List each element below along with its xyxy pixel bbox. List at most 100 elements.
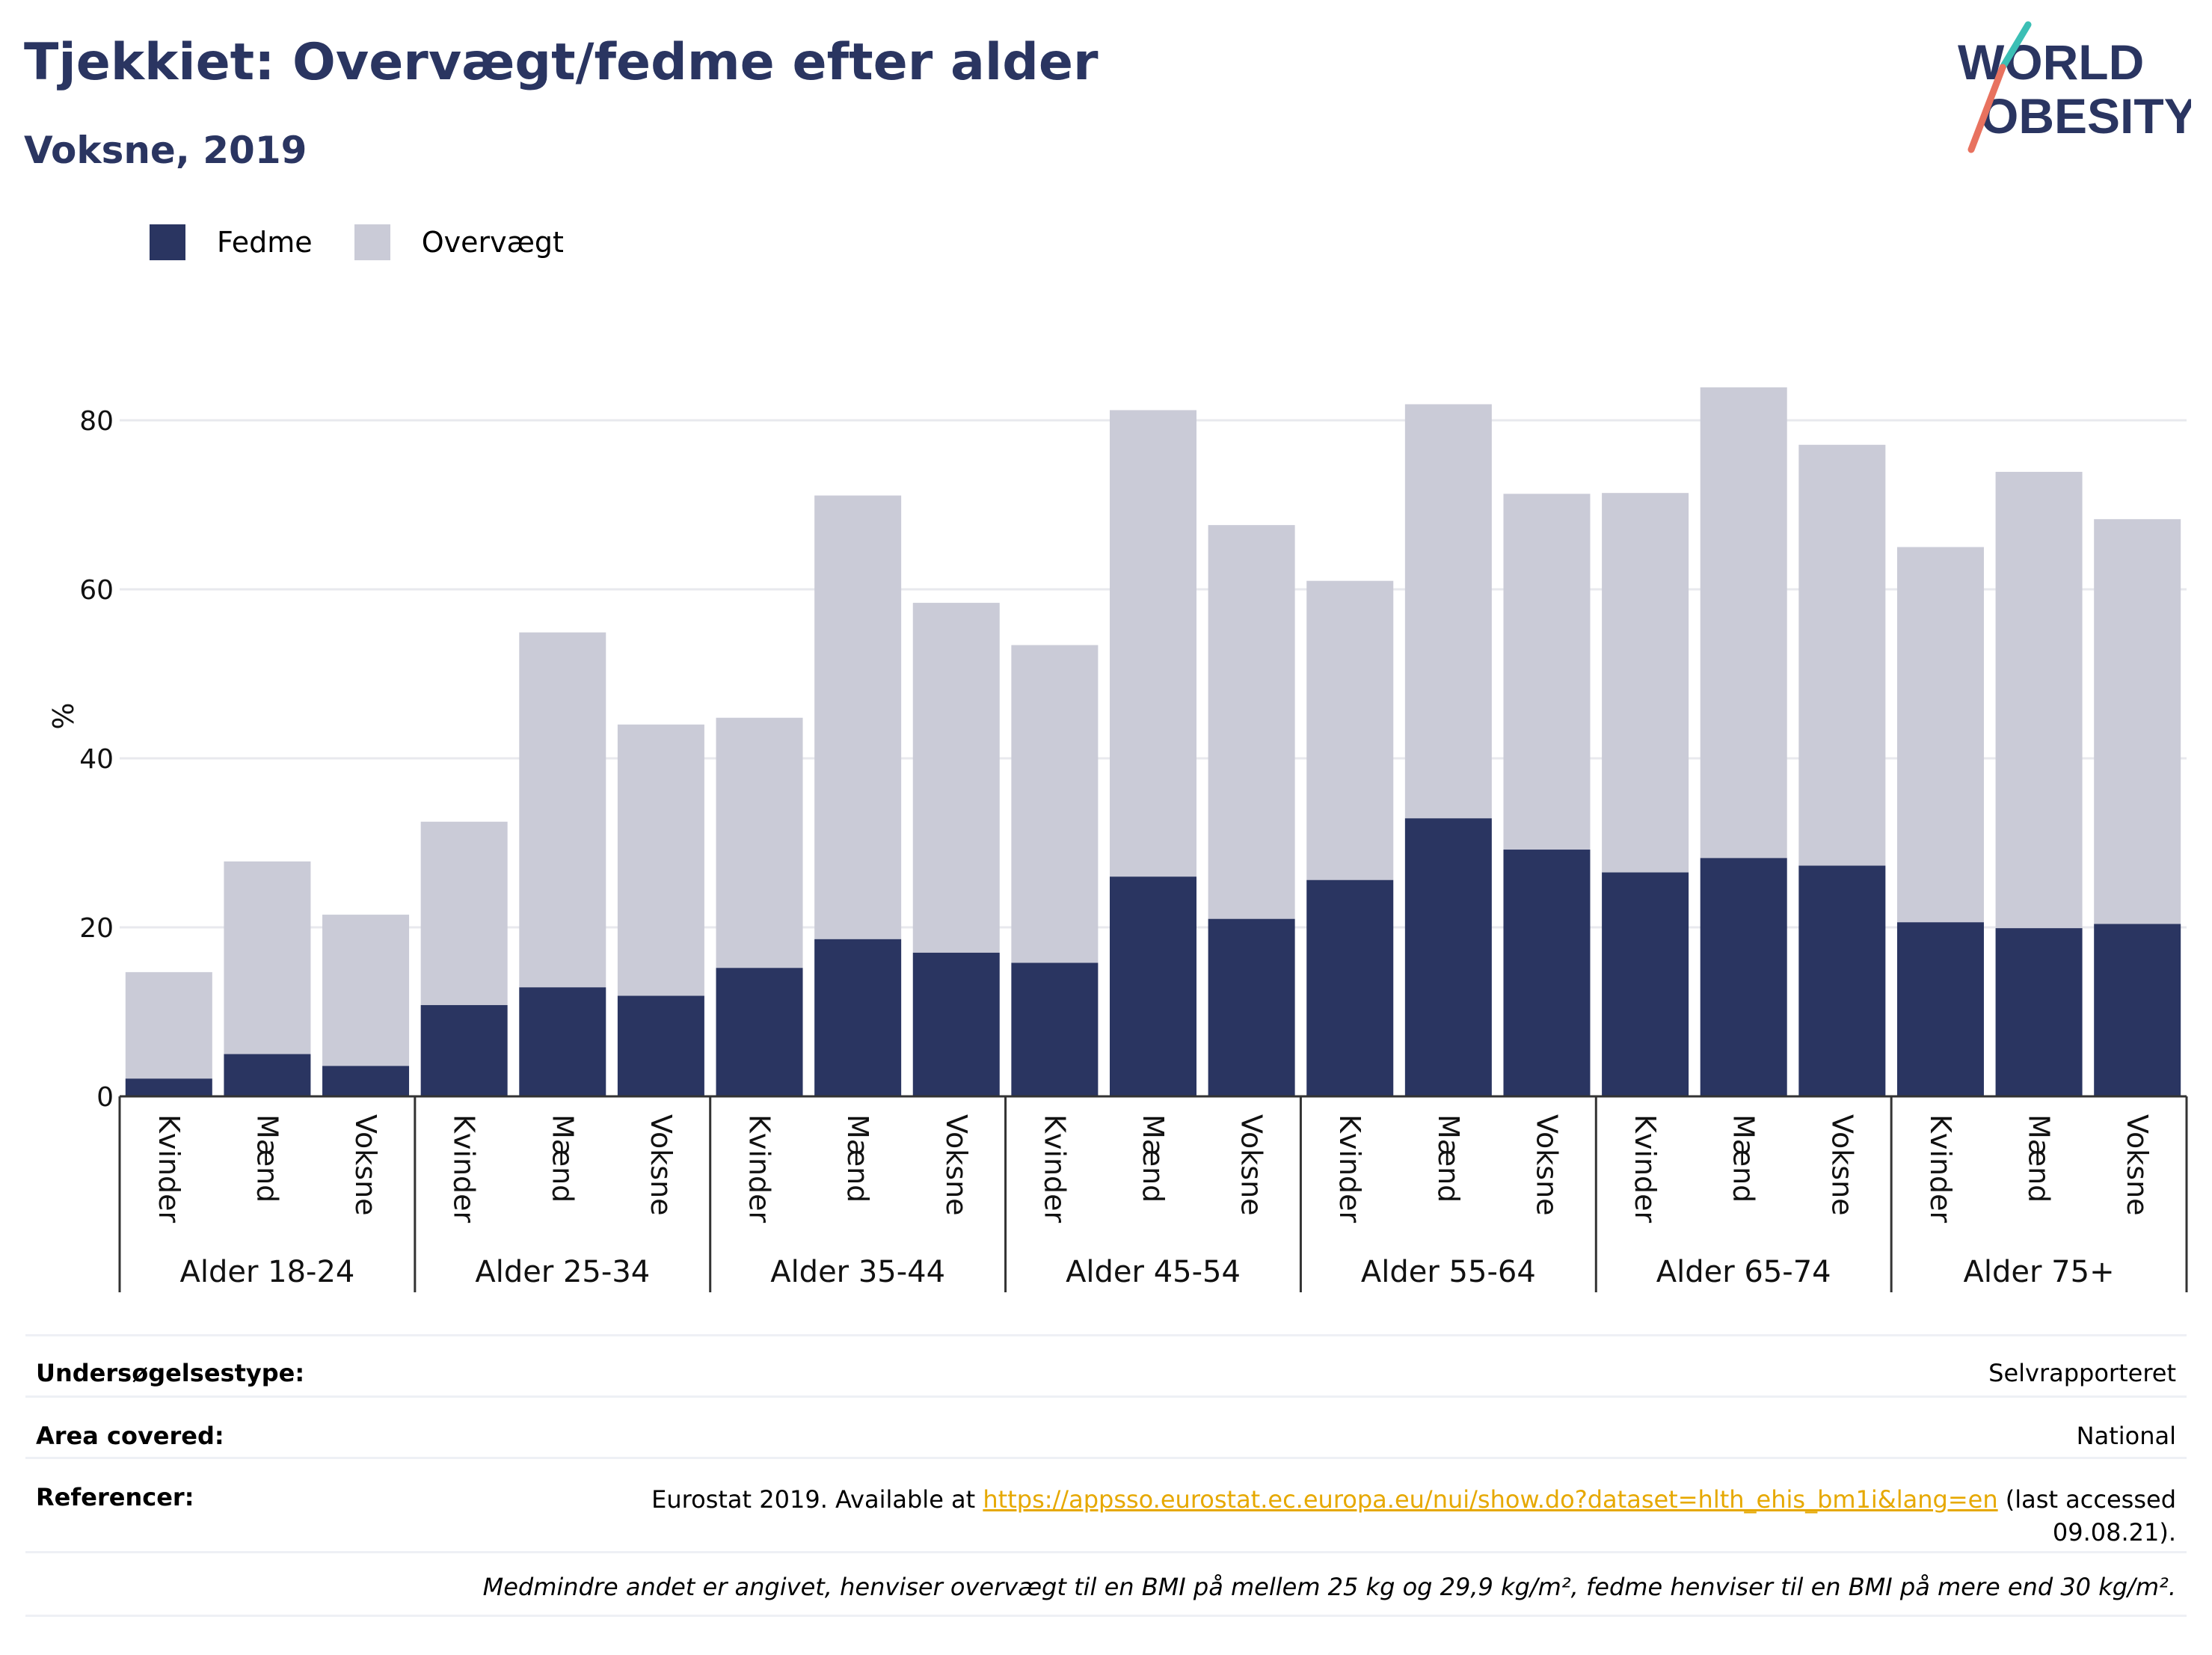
svg-text:WORLD: WORLD [1958,34,2144,90]
group-label: Alder 18-24 [179,1255,354,1289]
reference-link[interactable]: https://appsso.eurostat.ec.europa.eu/nui… [983,1485,1998,1514]
area-covered-value: National [2076,1422,2176,1450]
group-label: Alder 55-64 [1361,1255,1536,1289]
bar-overvaegt [1896,547,1984,923]
bar-fedme [1700,858,1787,1096]
x-tick-label: Kvinder [1629,1114,1662,1223]
x-tick-label: Voksne [1530,1114,1563,1216]
bar-fedme [125,1078,212,1096]
bar-overvaegt [912,603,1000,953]
x-tick-label: Kvinder [743,1114,776,1223]
info-row-note: Medmindre andet er angivet, henviser ove… [25,1551,2187,1617]
x-tick-label: Voksne [2121,1114,2154,1216]
bar-overvaegt [1110,410,1196,877]
x-tick-label: Mænd [251,1114,283,1203]
y-tick-label: 0 [96,1082,114,1113]
x-tick-label: Voksne [1825,1114,1858,1216]
x-tick-label: Mænd [1727,1114,1760,1203]
info-row-area: Area covered: National [25,1395,2187,1459]
legend-label-overvaegt: Overvægt [421,226,564,259]
x-tick-label: Kvinder [448,1114,481,1223]
bar-overvaegt [519,632,606,988]
x-tick-label: Kvinder [1333,1114,1366,1223]
info-row-references: Referencer: Eurostat 2019. Available at … [25,1457,2187,1552]
bar-overvaegt [617,724,704,996]
bar-fedme [617,995,704,1096]
bar-overvaegt [1208,525,1295,919]
bar-fedme [1306,879,1394,1096]
bar-fedme [912,952,1000,1096]
bar-fedme [1896,922,1984,1096]
group-label: Alder 45-54 [1066,1255,1241,1289]
references-value: Eurostat 2019. Available at https://apps… [651,1483,2176,1549]
bar-fedme [2094,924,2181,1096]
bar-overvaegt [1011,645,1099,963]
bar-fedme [224,1054,311,1096]
bar-fedme [1011,962,1099,1096]
world-obesity-logo: WORLD OBESITY [1944,21,2197,171]
x-tick-label: Voksne [940,1114,973,1216]
y-tick-label: 40 [79,744,114,775]
x-tick-label: Voksne [349,1114,382,1216]
survey-type-label: Undersøgelsestype: [36,1359,305,1387]
x-tick-label: Kvinder [153,1114,185,1223]
bmi-definition-note: Medmindre andet er angivet, henviser ove… [482,1573,2176,1601]
bar-fedme [420,1004,508,1096]
bar-fedme [1208,918,1295,1096]
chart-subtitle: Voksne, 2019 [24,129,307,172]
x-tick-label: Mænd [2023,1114,2056,1203]
survey-type-value: Selvrapporteret [1988,1359,2176,1387]
bar-overvaegt [2094,519,2181,924]
y-tick-label: 60 [79,575,114,606]
bar-overvaegt [814,495,902,939]
x-tick-label: Mænd [1137,1114,1170,1203]
group-label: Alder 75+ [1964,1255,2115,1289]
group-label: Alder 25-34 [475,1255,650,1289]
bar-overvaegt [420,821,508,1005]
bar-fedme [322,1066,410,1096]
bar-fedme [1503,850,1591,1096]
bar-overvaegt [1995,471,2083,929]
reference-accessed: (last accessed [2005,1485,2176,1514]
y-tick-label: 20 [79,913,114,944]
area-covered-label: Area covered: [36,1422,224,1450]
x-tick-label: Voksne [1235,1114,1268,1216]
chart-title: Tjekkiet: Overvægt/fedme efter alder [24,33,1099,92]
bar-overvaegt [1404,404,1492,819]
bar-fedme [519,987,606,1096]
bar-fedme [1404,818,1492,1096]
legend-swatch-overvaegt [354,224,390,260]
reference-text: Eurostat 2019. Available at [651,1485,976,1514]
x-tick-label: Mænd [546,1114,579,1203]
info-row-survey: Undersøgelsestype: Selvrapporteret [25,1334,2187,1398]
group-label: Alder 35-44 [770,1255,945,1289]
reference-date: 09.08.21). [2052,1518,2176,1547]
x-tick-label: Kvinder [1924,1114,1957,1223]
x-tick-label: Mænd [1432,1114,1465,1203]
x-tick-label: Voksne [645,1114,678,1216]
bar-overvaegt [716,717,803,968]
x-tick-label: Kvinder [1038,1114,1071,1223]
legend-swatch-fedme [150,224,185,260]
y-tick-label: 80 [79,406,114,437]
bar-fedme [814,939,902,1096]
stacked-bar-chart: 0 20 40 60 80% Kvinder Mænd Voksne Alder 18-24 Kv… [46,387,2188,1292]
bar-overvaegt [1798,444,1886,866]
svg-text:OBESITY: OBESITY [1980,88,2191,144]
bar-overvaegt [1700,387,1787,859]
chart-legend: Fedme Overvægt [150,223,606,262]
references-label: Referencer: [36,1483,194,1511]
bar-fedme [1602,872,1689,1096]
bar-fedme [716,968,803,1096]
bar-fedme [1798,865,1886,1096]
bar-fedme [1110,876,1196,1096]
bar-overvaegt [322,915,410,1066]
legend-label-fedme: Fedme [217,226,313,259]
bar-overvaegt [1306,580,1394,880]
group-label: Alder 65-74 [1656,1255,1831,1289]
bar-overvaegt [1602,493,1689,873]
x-tick-label: Mænd [841,1114,874,1203]
bar-overvaegt [224,861,311,1054]
bar-overvaegt [1503,494,1591,850]
bar-overvaegt [125,971,212,1079]
